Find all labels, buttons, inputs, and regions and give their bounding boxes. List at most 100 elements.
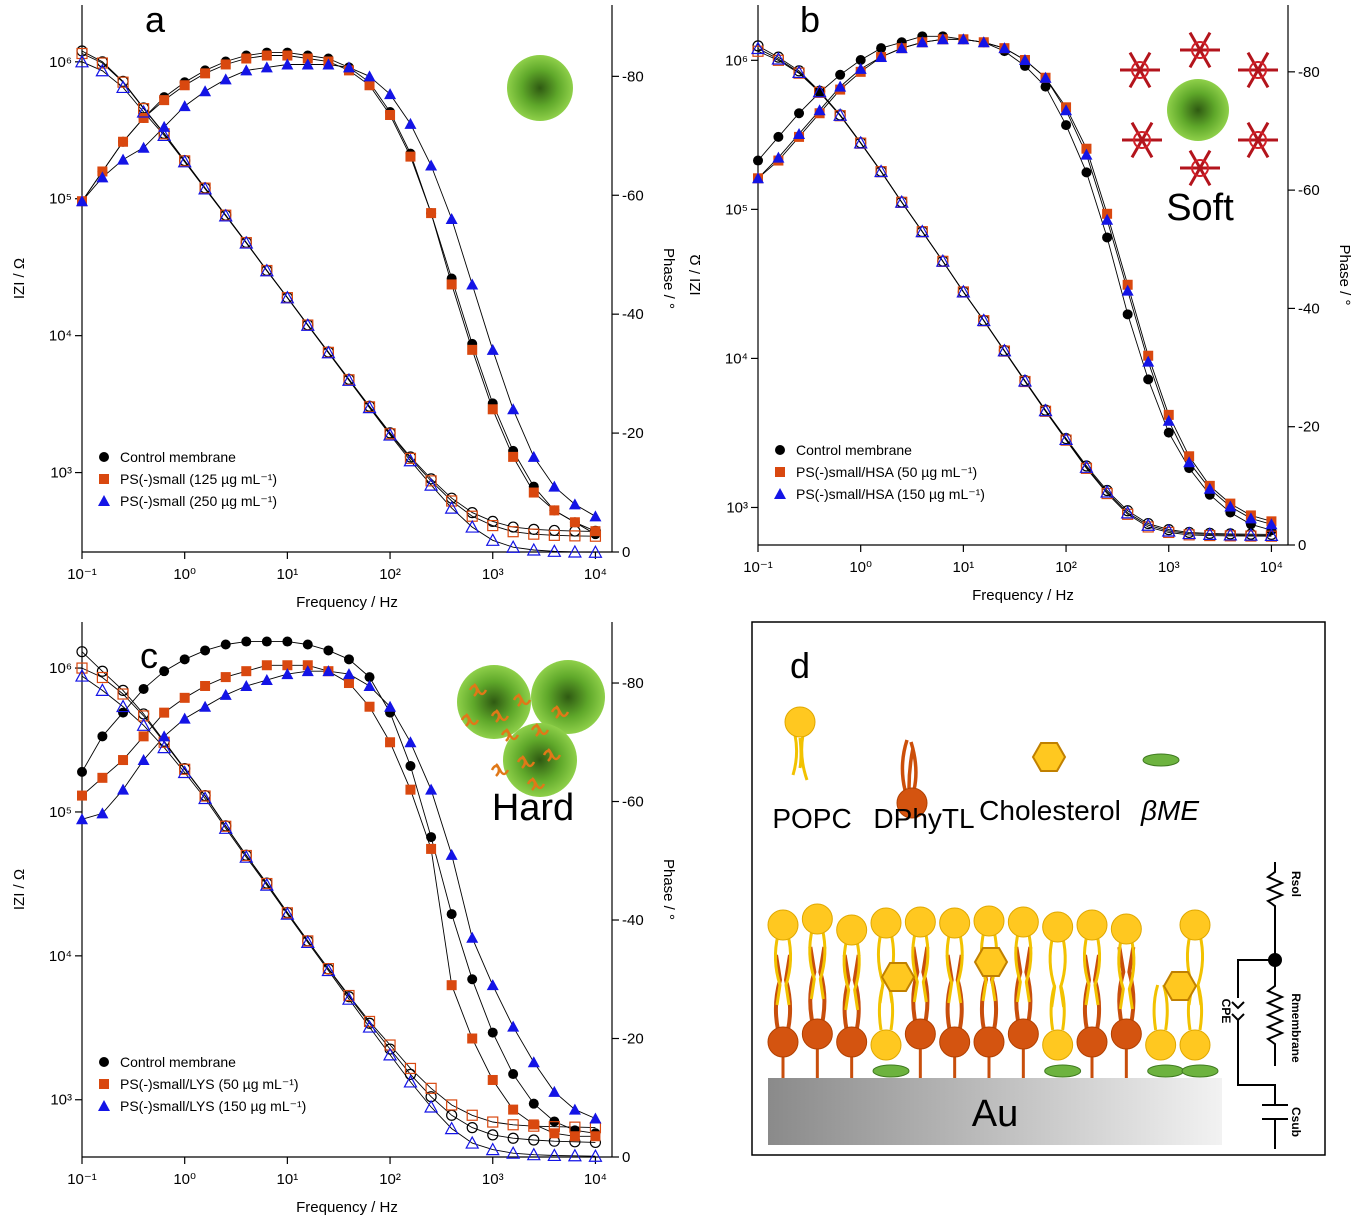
data-point [260, 674, 273, 686]
popc-tail [1048, 936, 1067, 1008]
data-point [1040, 81, 1051, 92]
data-point [812, 84, 827, 98]
data-point [259, 877, 274, 891]
protein-strand [1138, 69, 1152, 89]
y-tick-label: 10⁶ [725, 52, 748, 69]
popc-tail [791, 734, 809, 781]
data-point [1202, 527, 1217, 540]
data-point [1100, 484, 1115, 498]
data-point [96, 171, 109, 183]
data-point [528, 528, 540, 540]
y2-tick-label: -80 [1298, 64, 1320, 81]
data-point [117, 783, 130, 795]
x-axis-title: Frequency / Hz [972, 587, 1074, 604]
protein-strand [1188, 167, 1202, 187]
protein-strand [1198, 167, 1212, 187]
x-tick-label: 10⁰ [849, 559, 872, 576]
annotation: Hard [492, 787, 574, 829]
data-point [425, 475, 437, 487]
data-point [547, 1148, 562, 1162]
rmembrane-resistor [1265, 966, 1285, 1066]
component-icons: POPC DPhyTL Cholesterol βME [772, 706, 1199, 834]
dphytl-head [904, 1018, 936, 1050]
data-point [588, 544, 603, 558]
data-point [1018, 54, 1031, 66]
data-point [404, 117, 417, 129]
protein [490, 763, 510, 777]
data-point [508, 1069, 519, 1080]
data-point [96, 57, 108, 69]
dphytl-tail [900, 739, 918, 791]
data-point [239, 235, 254, 249]
data-point [199, 700, 212, 712]
cpe-branch [1231, 959, 1276, 1105]
data-point [444, 500, 459, 514]
data-point [261, 50, 272, 61]
data-point [446, 279, 457, 290]
data-point [241, 666, 252, 677]
data-point [567, 544, 582, 558]
data-point [136, 718, 151, 731]
x-tick-label: 10⁴ [584, 1171, 607, 1188]
data-point [117, 153, 130, 165]
data-point [794, 108, 805, 119]
data-point [1182, 526, 1197, 540]
data-point [874, 164, 889, 178]
data-point [507, 1132, 519, 1144]
data-point [486, 979, 499, 991]
data-point [998, 42, 1011, 54]
data-point [793, 127, 806, 139]
dphytl-tail [1014, 946, 1033, 1023]
data-point [1080, 148, 1093, 160]
protein [490, 709, 510, 723]
data-point [465, 519, 480, 533]
y2-axis-title: Phase / ° [660, 248, 677, 309]
legend-label: PS(-)small (125 µg mL⁻¹) [120, 471, 277, 487]
data-point [835, 69, 846, 80]
data-point [301, 58, 314, 70]
cholesterol [973, 947, 1009, 977]
data-point [343, 678, 354, 689]
data-point [219, 688, 232, 700]
data-point [280, 906, 295, 920]
protein-strand [1256, 69, 1270, 89]
data-point [568, 1103, 581, 1115]
dphytl-head [939, 1026, 971, 1058]
y2-tick-label: -60 [1298, 182, 1320, 199]
data-point [549, 1128, 560, 1139]
data-point [569, 1131, 580, 1142]
popc-head [904, 906, 936, 938]
data-point [467, 974, 478, 985]
membrane [767, 903, 1219, 1078]
component-label: DPhyTL [873, 803, 974, 834]
data-point [426, 208, 437, 219]
data-point [137, 141, 150, 153]
data-point [548, 1085, 561, 1097]
data-point [528, 487, 539, 498]
popc-head [973, 905, 1005, 937]
data-point [1243, 527, 1258, 541]
protein-core [1249, 61, 1267, 79]
protein-strand [1128, 51, 1142, 71]
data-point [1265, 518, 1278, 530]
dphytl-tail [808, 946, 827, 1023]
data-point [179, 692, 190, 703]
data-point [218, 208, 233, 222]
data-point [95, 683, 110, 696]
data-point [589, 510, 602, 522]
data-point [1224, 530, 1236, 542]
data-point [976, 313, 991, 327]
data-point [425, 1082, 437, 1094]
data-point [220, 672, 231, 683]
data-point [138, 731, 149, 742]
popc-head [939, 907, 971, 939]
csub-capacitor [1262, 1104, 1288, 1149]
data-point [588, 1148, 603, 1162]
data-point [220, 59, 231, 70]
popc-head [1145, 1029, 1177, 1061]
data-point [323, 645, 334, 656]
data-point [404, 1062, 417, 1075]
data-point [178, 712, 191, 724]
data-point [424, 477, 439, 491]
y-tick-label: 10³ [50, 465, 72, 482]
